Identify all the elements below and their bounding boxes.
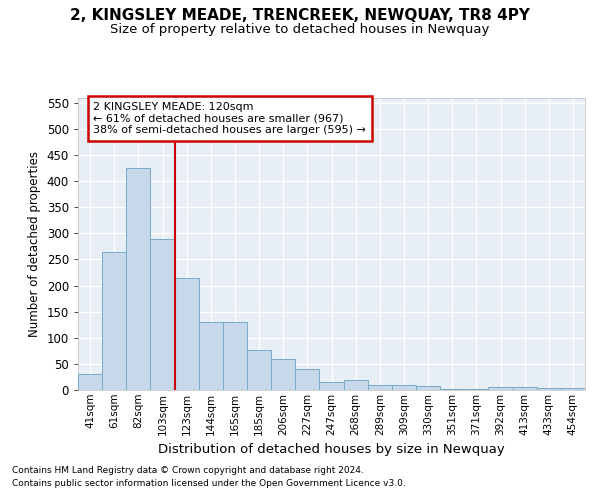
Bar [199, 322, 223, 390]
Text: Size of property relative to detached houses in Newquay: Size of property relative to detached ho… [110, 22, 490, 36]
Bar [151, 238, 175, 390]
Bar [102, 252, 126, 390]
Text: Contains public sector information licensed under the Open Government Licence v3: Contains public sector information licen… [12, 478, 406, 488]
Y-axis label: Number of detached properties: Number of detached properties [28, 151, 41, 337]
Bar [392, 386, 416, 390]
Bar [223, 322, 247, 390]
Bar [488, 388, 512, 390]
Bar [537, 388, 561, 390]
Bar [247, 350, 271, 390]
Bar [175, 278, 199, 390]
Text: 2 KINGSLEY MEADE: 120sqm
← 61% of detached houses are smaller (967)
38% of semi-: 2 KINGSLEY MEADE: 120sqm ← 61% of detach… [93, 102, 366, 135]
Bar [344, 380, 368, 390]
Bar [295, 369, 319, 390]
Bar [319, 382, 344, 390]
Text: 2, KINGSLEY MEADE, TRENCREEK, NEWQUAY, TR8 4PY: 2, KINGSLEY MEADE, TRENCREEK, NEWQUAY, T… [70, 8, 530, 22]
Bar [368, 385, 392, 390]
Bar [78, 374, 102, 390]
Bar [271, 359, 295, 390]
Bar [416, 386, 440, 390]
X-axis label: Distribution of detached houses by size in Newquay: Distribution of detached houses by size … [158, 443, 505, 456]
Text: Contains HM Land Registry data © Crown copyright and database right 2024.: Contains HM Land Registry data © Crown c… [12, 466, 364, 475]
Bar [512, 388, 537, 390]
Bar [561, 388, 585, 390]
Bar [126, 168, 151, 390]
